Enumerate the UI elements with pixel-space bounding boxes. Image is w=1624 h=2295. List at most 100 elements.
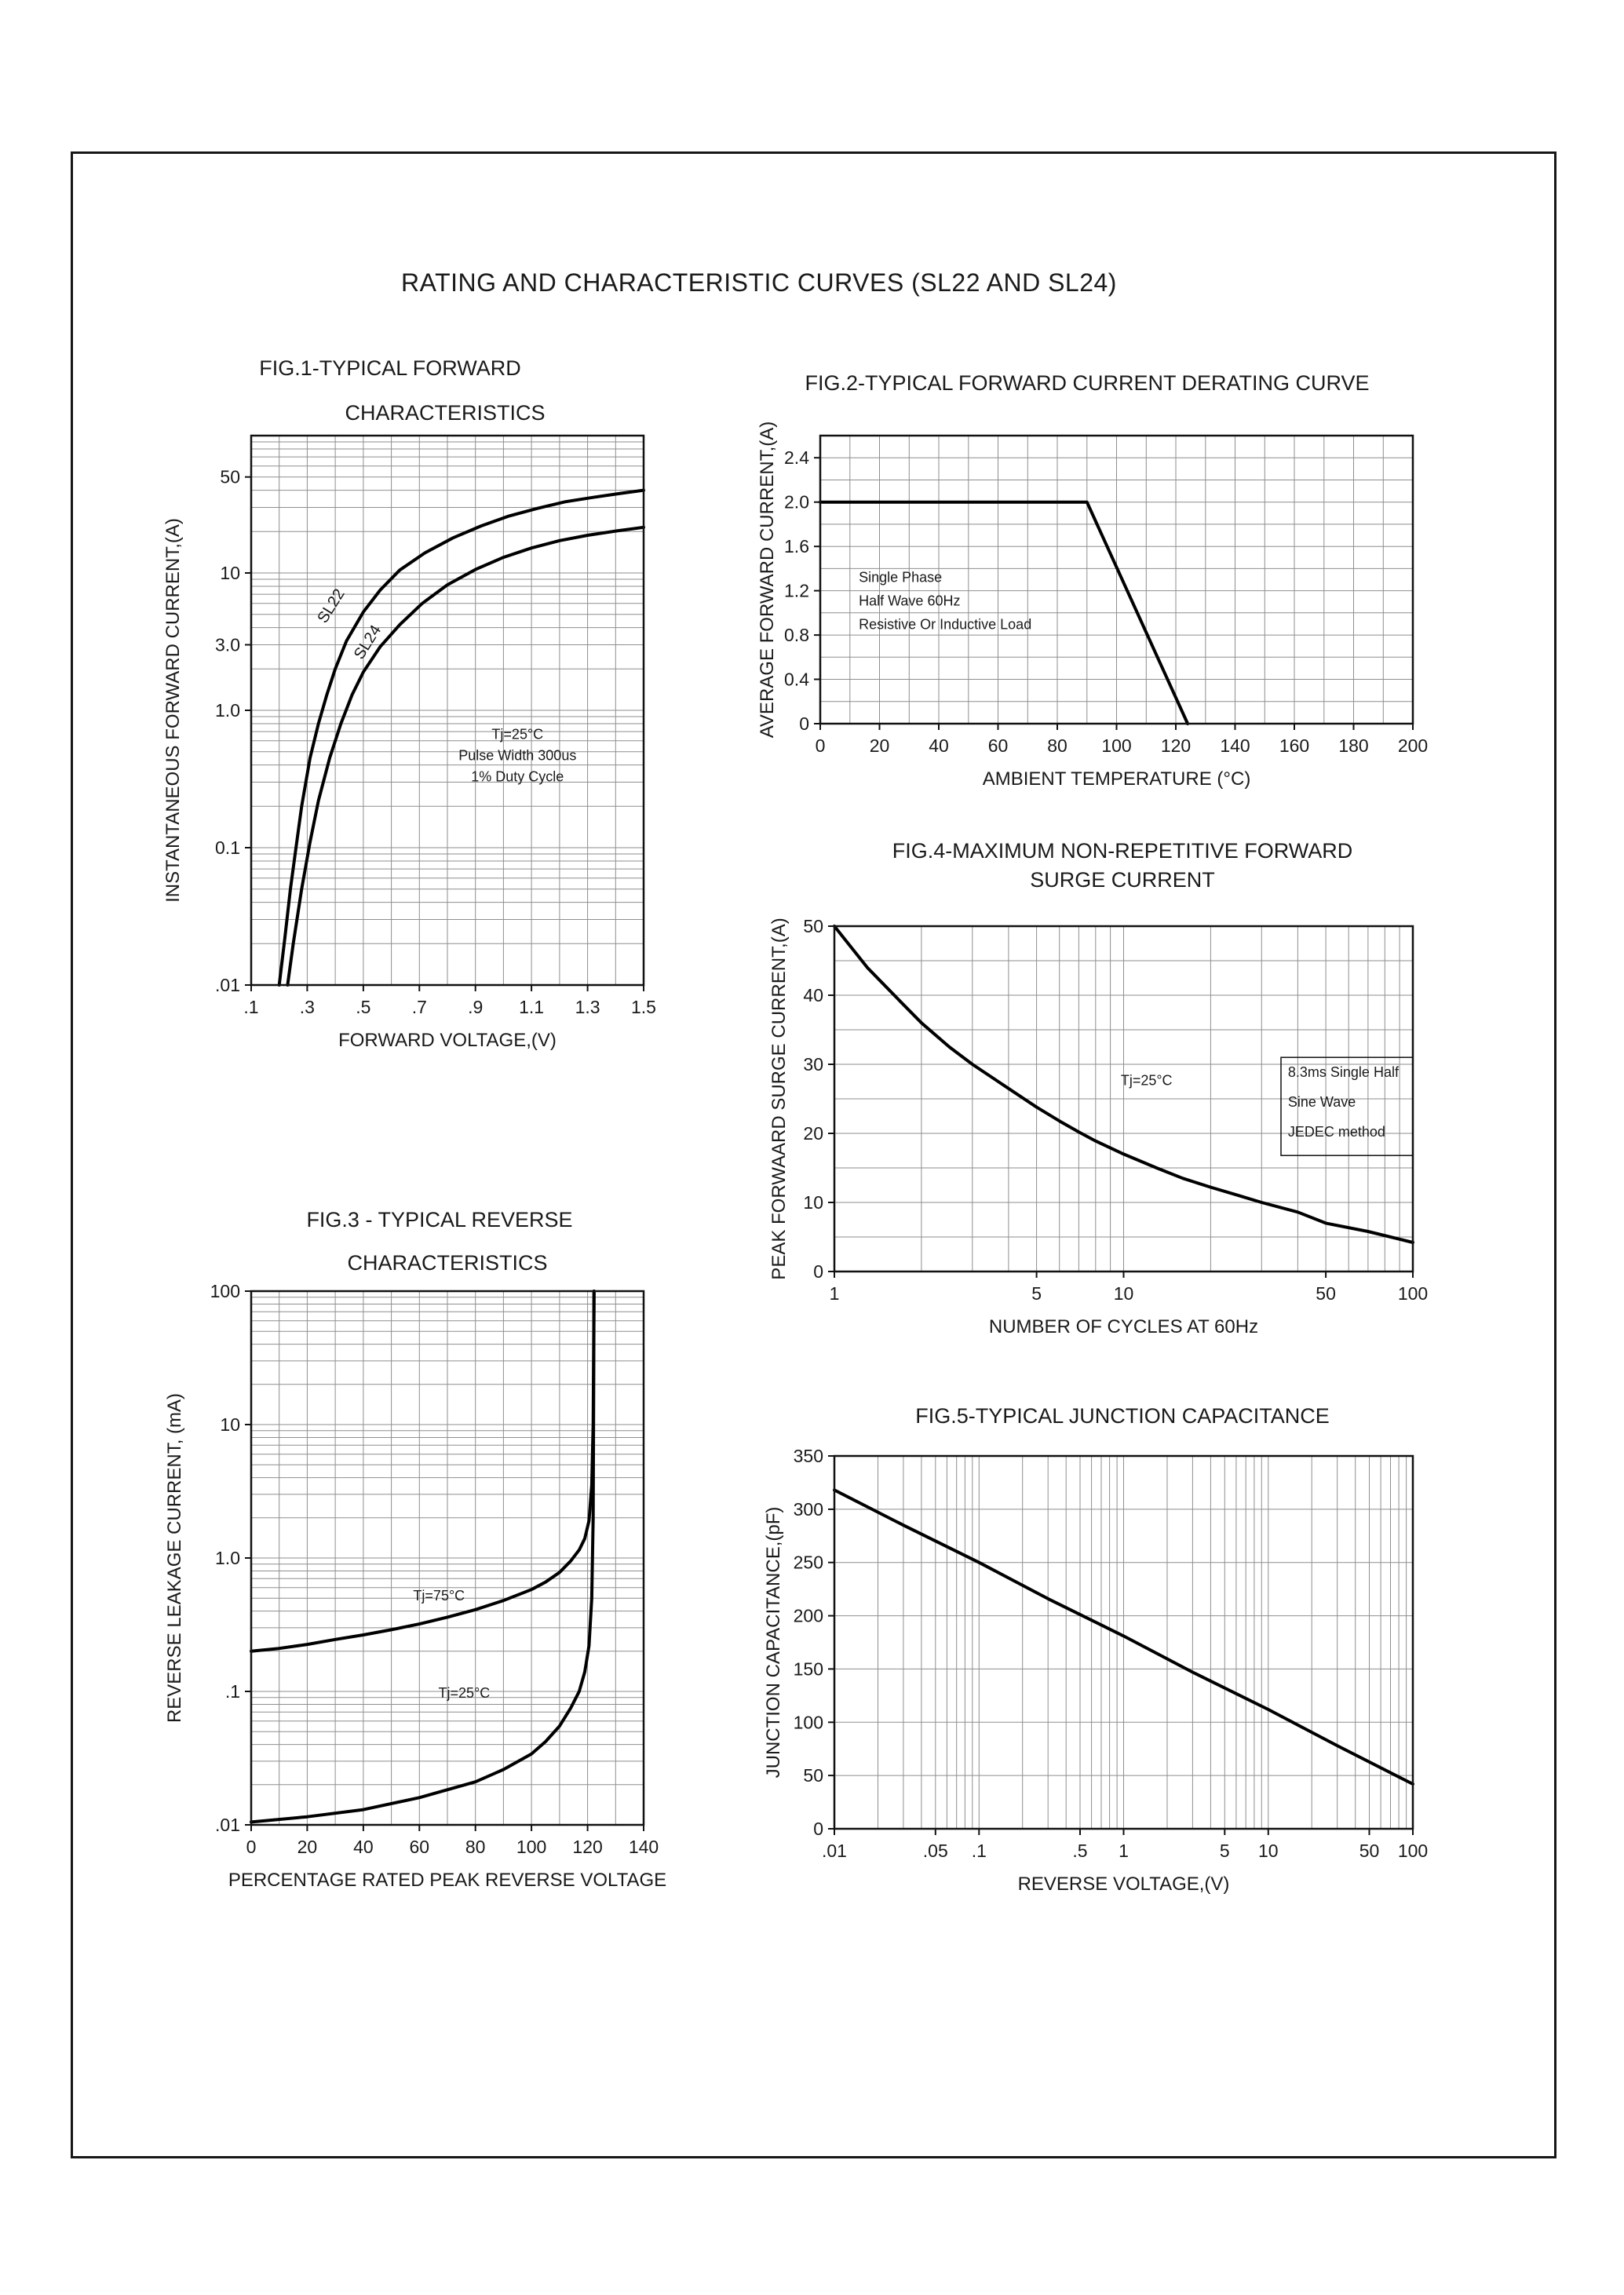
y-tick-label: .1 [225, 1681, 240, 1702]
y-axis-label: JUNCTION CAPACITANCE,(pF) [763, 1507, 784, 1779]
y-tick-label: 1.2 [784, 581, 809, 601]
curve-surge [833, 925, 1414, 1244]
annotation-text: JEDEC method [1288, 1124, 1385, 1140]
x-tick-label: .01 [822, 1841, 847, 1861]
x-tick-label: 100 [1398, 1841, 1428, 1861]
annotation-text: SL22 [314, 586, 348, 626]
x-tick-label: 0 [816, 735, 826, 756]
x-tick-label: 80 [1047, 735, 1067, 756]
chart-title: CHARACTERISTICS [347, 1251, 547, 1275]
y-tick-label: .01 [215, 1815, 240, 1835]
x-tick-label: .1 [243, 997, 258, 1017]
fig2-canvas: 0 20 40 60 80 100 120 140 160 180 200 2.4 2.0 1.6 1.2 0… [757, 371, 1428, 790]
y-tick-label: 0.4 [784, 670, 809, 690]
chart-title: FIG.1-TYPICAL FORWARD [259, 356, 521, 380]
y-tick-label: 50 [803, 916, 823, 936]
y-tick-label: 100 [210, 1281, 240, 1301]
x-tick-label: 100 [516, 1837, 546, 1857]
y-tick-label: 3.0 [215, 635, 240, 655]
chart-title: FIG.3 - TYPICAL REVERSE [306, 1208, 572, 1231]
fig2-forward-current-derating-chart: 0 20 40 60 80 100 120 140 160 180 200 2.4 2.0 1.6 1.2 0… [730, 338, 1452, 824]
curve-tj-75c [250, 1290, 596, 1653]
y-tick-label: 0.1 [215, 837, 240, 858]
x-tick-label: 100 [1398, 1283, 1428, 1304]
x-axis-label: PERCENTAGE RATED PEAK REVERSE VOLTAGE [228, 1870, 666, 1891]
annotation-text: 8.3ms Single Half [1288, 1064, 1400, 1080]
x-tick-label: 50 [1359, 1841, 1380, 1861]
x-tick-label: 20 [870, 735, 890, 756]
page-title: RATING AND CHARACTERISTIC CURVES (SL22 A… [401, 268, 1117, 297]
x-axis-label: REVERSE VOLTAGE,(V) [1018, 1874, 1230, 1895]
fig1-typical-forward-characteristics-chart: .1 .3 .5 .7 .9 1.1 1.3 1.5 50 10 3.0 1.0 0.1 .01 FORWA… [94, 338, 722, 1115]
x-tick-label: .7 [412, 997, 427, 1017]
tick-marks [245, 1290, 644, 1831]
y-tick-label: 0.8 [784, 625, 809, 645]
y-tick-label: 250 [794, 1552, 823, 1573]
annotation-box [1280, 1056, 1414, 1156]
y-tick-label: 30 [803, 1054, 823, 1075]
y-axis-label: INSTANTANEOUS FORWARD CURRENT,(A) [162, 518, 184, 903]
annotation-text: Tj=25°C [491, 726, 543, 742]
chart-title: FIG.5-TYPICAL JUNCTION CAPACITANCE [915, 1404, 1330, 1428]
series-group [819, 500, 1190, 725]
y-tick-label: 50 [803, 1765, 823, 1786]
x-tick-label: 80 [465, 1837, 486, 1857]
series-group [250, 1290, 596, 1824]
x-tick-label: 5 [1031, 1283, 1042, 1304]
x-tick-label: 140 [629, 1837, 659, 1857]
annotation-text: Tj=25°C [1121, 1072, 1173, 1088]
y-tick-label: 1.6 [784, 536, 809, 556]
tick-labels: 0 20 40 60 80 100 120 140 160 180 200 2.4 2.0 1.6 1.2 0… [784, 447, 1428, 756]
annotation-text: Single Phase [859, 569, 942, 585]
fig4-forward-surge-current-chart: 1 5 10 50 100 50 40 30 20 10 0 NUMBER OF CYCLES AT … [730, 824, 1452, 1374]
fig3-typical-reverse-characteristics-chart: 0 20 40 60 80 100 120 140 100 10 1.0 .1 .01 PERCENTAG… [94, 1201, 722, 1907]
annotation-text: Half Wave 60Hz [859, 593, 960, 608]
curve-sl22 [277, 488, 645, 987]
chart-title: FIG.2-TYPICAL FORWARD CURRENT DERATING C… [805, 371, 1369, 395]
y-tick-label: 10 [803, 1192, 823, 1213]
y-axis-label: REVERSE LEAKAGE CURRENT, (mA) [164, 1393, 185, 1723]
series-group [277, 488, 645, 987]
annotation-text: Tj=75°C [413, 1588, 465, 1604]
x-tick-label: 200 [1398, 735, 1428, 756]
y-tick-label: 0 [799, 713, 809, 734]
page-border [71, 151, 1556, 2158]
y-tick-label: .01 [215, 975, 240, 995]
y-tick-label: 300 [794, 1499, 823, 1520]
y-tick-label: 200 [794, 1606, 823, 1626]
annotation-text: Tj=25°C [439, 1685, 491, 1701]
x-tick-label: .3 [300, 997, 315, 1017]
fig3-canvas: 0 20 40 60 80 100 120 140 100 10 1.0 .1 .01 PERCENTAG… [164, 1208, 666, 1891]
y-tick-label: 1.0 [215, 700, 240, 721]
y-tick-label: 50 [220, 467, 240, 487]
y-axis-label: AVERAGE FORWARD CURRENT,(A) [757, 421, 778, 739]
grid-lines [251, 1291, 644, 1825]
y-tick-label: 1.0 [215, 1548, 240, 1568]
chart-title: CHARACTERISTICS [345, 401, 545, 425]
x-tick-label: 1.5 [631, 997, 656, 1017]
x-tick-label: .05 [923, 1841, 948, 1861]
y-axis-label: PEAK FORWAARD SURGE CURRENT,(A) [768, 918, 790, 1279]
x-tick-label: 10 [1114, 1283, 1134, 1304]
x-tick-label: 120 [1161, 735, 1191, 756]
series-group [833, 925, 1414, 1244]
x-tick-label: .5 [356, 997, 370, 1017]
annotation-text: Pulse Width 300us [458, 747, 576, 763]
y-tick-label: 20 [803, 1123, 823, 1144]
x-tick-label: 60 [988, 735, 1009, 756]
x-tick-label: 60 [410, 1837, 430, 1857]
y-tick-label: 40 [803, 985, 823, 1005]
x-tick-label: 40 [929, 735, 949, 756]
x-tick-label: 40 [353, 1837, 374, 1857]
annotation-text: Sine Wave [1288, 1094, 1356, 1110]
tick-marks [245, 476, 644, 991]
x-tick-label: 1 [830, 1283, 840, 1304]
tick-labels: .1 .3 .5 .7 .9 1.1 1.3 1.5 50 10 3.0 1.0 0.1 .01 [215, 467, 656, 1017]
chart-title: FIG.4-MAXIMUM NON-REPETITIVE FORWARD [892, 839, 1353, 863]
x-tick-label: .9 [468, 997, 483, 1017]
y-tick-label: 350 [794, 1446, 823, 1466]
x-tick-label: 100 [1101, 735, 1131, 756]
tick-labels: 0 20 40 60 80 100 120 140 100 10 1.0 .1 .01 [210, 1281, 659, 1857]
